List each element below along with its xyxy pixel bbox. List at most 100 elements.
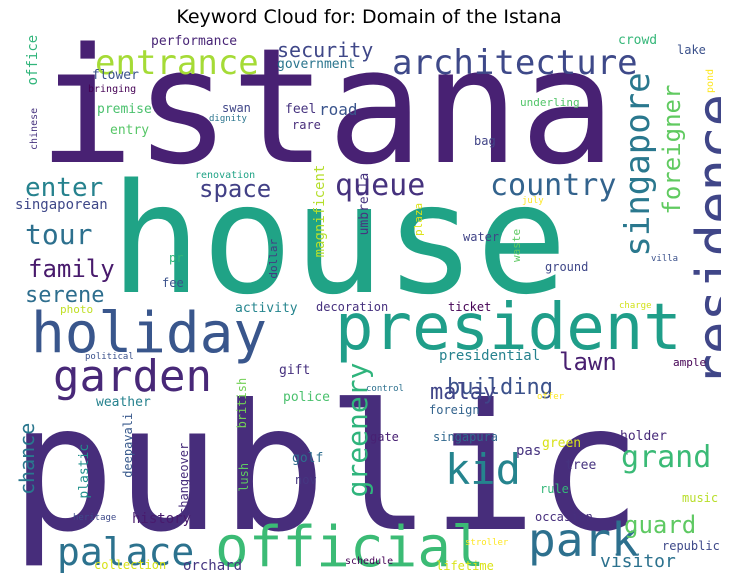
- word-queue: queue: [335, 168, 425, 203]
- word-ample: ample: [673, 356, 706, 369]
- word-ticket: ticket: [448, 300, 491, 314]
- word-deepavali: deepavali: [121, 413, 135, 478]
- word-lush: lush: [237, 463, 251, 492]
- word-umbrella: umbrella: [357, 173, 372, 236]
- word-president: president: [335, 291, 682, 365]
- word-grand: grand: [621, 440, 711, 475]
- word-space: space: [199, 175, 271, 203]
- word-pr: pr: [169, 251, 183, 265]
- word-british: british: [235, 378, 249, 429]
- word-orchard: orchard: [183, 558, 242, 574]
- word-stroller: stroller: [465, 538, 509, 548]
- word-political: political: [85, 352, 134, 362]
- word-government: government: [277, 57, 355, 72]
- word-palace: palace: [57, 530, 194, 574]
- word-visitor: visitor: [600, 551, 676, 572]
- word-serene: serene: [25, 283, 104, 308]
- word-music: music: [682, 491, 718, 505]
- word-schedule: schedule: [345, 556, 393, 567]
- word-flower: flower: [92, 68, 139, 83]
- word-garden: garden: [53, 351, 212, 402]
- word-lawn: lawn: [559, 348, 617, 376]
- word-public: public: [15, 368, 642, 571]
- word-greenery: greenery: [341, 363, 374, 498]
- word-plastic: plastic: [77, 444, 92, 499]
- word-control: control: [366, 384, 404, 394]
- word-crowd: crowd: [618, 33, 657, 48]
- word-tree: tree: [565, 458, 596, 473]
- word-activity: activity: [235, 301, 298, 316]
- word-malay: malay: [430, 380, 496, 405]
- word-gift: gift: [279, 363, 310, 378]
- word-swan: swan: [222, 101, 251, 115]
- word-offer: offer: [537, 392, 565, 402]
- word-singapura: singapura: [433, 430, 498, 444]
- word-police: police: [283, 390, 330, 405]
- word-gate: gate: [370, 430, 399, 444]
- word-performance: performance: [151, 34, 237, 49]
- word-holiday: holiday: [31, 301, 267, 366]
- word-singapore: singapore: [618, 72, 658, 256]
- word-weather: weather: [96, 395, 151, 410]
- word-plaza: plaza: [412, 203, 425, 236]
- word-rare: rare: [292, 118, 321, 132]
- word-waste: waste: [510, 229, 523, 262]
- word-guard: guard: [624, 511, 696, 539]
- word-country: country: [490, 168, 616, 203]
- word-magnificent: magnificent: [312, 165, 328, 258]
- word-house: house: [110, 151, 568, 328]
- word-chinese: chinese: [29, 108, 40, 150]
- word-changeover: changeover: [177, 443, 191, 515]
- word-charge: charge: [619, 301, 652, 311]
- word-bringing: bringing: [88, 84, 136, 95]
- word-singaporean: singaporean: [15, 197, 108, 213]
- word-residence: residence: [685, 94, 721, 387]
- word-history: history: [132, 511, 191, 527]
- word-pas: pas: [516, 443, 541, 459]
- word-underling: underling: [520, 96, 580, 109]
- word-family: family: [28, 255, 115, 283]
- word-bag: bag: [474, 134, 496, 148]
- word-collection: collection: [94, 558, 166, 572]
- word-chance: chance: [15, 423, 39, 495]
- word-entrance: entrance: [95, 43, 259, 83]
- word-nov: nov: [295, 473, 317, 487]
- word-dollar: dollar: [267, 238, 280, 278]
- word-photo: photo: [60, 303, 93, 316]
- word-villa: villa: [651, 254, 678, 264]
- word-fee: fee: [162, 276, 184, 290]
- word-water: water: [463, 230, 499, 244]
- word-ground: ground: [545, 260, 588, 274]
- word-rule: rule: [540, 482, 569, 496]
- word-renovation: renovation: [195, 170, 255, 181]
- word-enter: enter: [25, 173, 103, 203]
- word-green: green: [542, 436, 581, 451]
- word-presidential: presidential: [439, 348, 540, 364]
- word-architecture: architecture: [392, 43, 638, 83]
- word-road: road: [319, 100, 358, 119]
- word-decoration: decoration: [316, 300, 388, 314]
- word-occasion: occasion: [535, 510, 593, 524]
- word-building: building: [447, 375, 553, 400]
- word-entry: entry: [110, 123, 149, 138]
- word-republic: republic: [662, 539, 720, 553]
- word-golf: golf: [292, 451, 323, 466]
- word-premise: premise: [97, 102, 152, 117]
- word-lifetime: lifetime: [436, 559, 494, 573]
- word-foreigner: foreigner: [658, 85, 686, 215]
- word-lake: lake: [677, 43, 706, 57]
- chart-title: Keyword Cloud for: Domain of the Istana: [176, 6, 562, 28]
- word-heritage: heritage: [73, 513, 116, 523]
- word-holder: holder: [620, 429, 667, 444]
- word-office: office: [25, 35, 41, 86]
- word-foreign: foreign: [429, 403, 480, 417]
- word-park: park: [528, 513, 639, 567]
- word-dignity: dignity: [209, 114, 248, 124]
- word-security: security: [277, 38, 373, 62]
- word-official: official: [215, 515, 485, 577]
- word-feel: feel: [285, 102, 316, 117]
- word-pond: pond: [705, 69, 716, 93]
- word-cloud: istana house public president holiday residen…: [15, 33, 721, 577]
